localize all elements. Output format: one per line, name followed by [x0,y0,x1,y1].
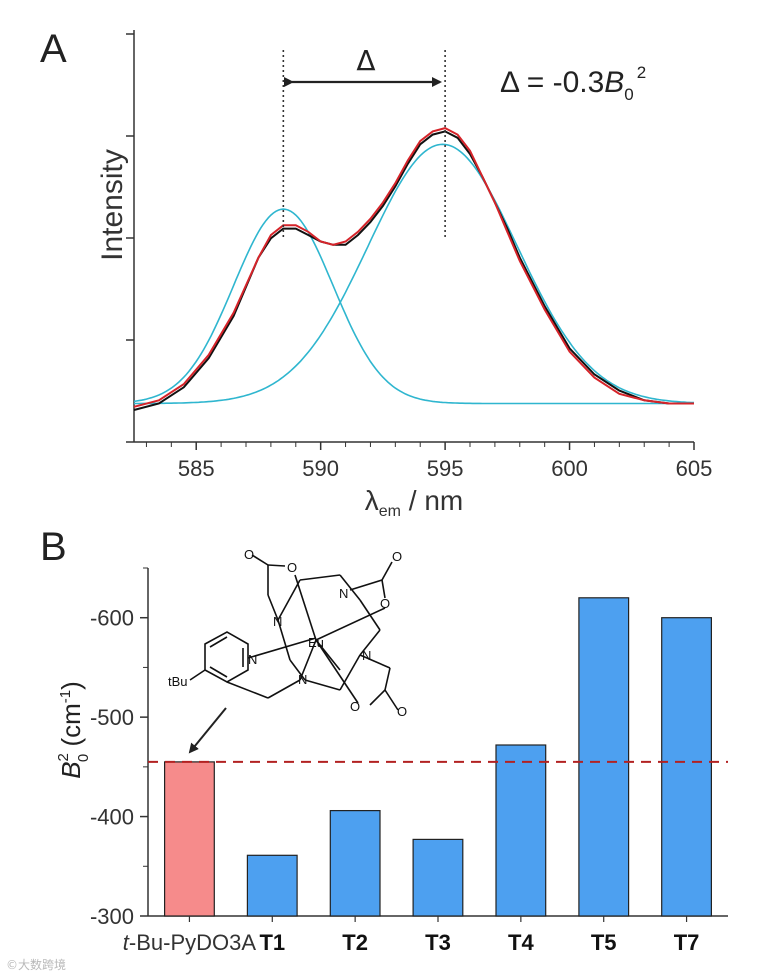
bar-chart: -300 -400 -500 -600 t-Bu-PyDO3A T1 T2 T3 T4 T5 T7… [55,547,728,955]
delta-symbol: Δ [356,44,375,77]
o-label-2: O [244,547,254,562]
x-tick-label-600: 600 [551,456,588,481]
bar-T5 [578,597,630,917]
tbu-label: tBu [168,674,188,689]
bar-T4 [495,744,547,917]
b-y-tick-label: -500 [90,705,134,730]
n-label-4: N [298,672,307,687]
panel-b-label: B [40,525,67,569]
b-y-tick-label: -400 [90,805,134,830]
n-label-2: N [339,586,348,601]
category-label-T1: T1 [259,930,285,955]
bar-T1 [246,854,298,917]
category-label-T4: T4 [508,930,534,955]
x-tick-label-585: 585 [178,456,215,481]
delta-annotation: Δ = -0.3B02 [500,63,646,104]
category-label-T3: T3 [425,930,451,955]
category-label-t-Bu-PyDO3A: t-Bu-PyDO3A [123,930,257,955]
b-y-tick-label: -300 [90,904,134,929]
b-y-tick-label: -600 [90,606,134,631]
n-label-3: N [362,648,371,663]
fit-peak-2 [134,143,695,405]
o-label-6: O [397,704,407,719]
x-tick-label-605: 605 [676,456,713,481]
category-label-T5: T5 [591,930,617,955]
bar-T3 [412,838,464,917]
b-y-axis-title: B2 0 (cm-1) [55,681,92,779]
spectrum-chart: 585 590 595 600 605 Intensity λem / nm Δ Δ =… [96,30,712,520]
fit-peak-1 [133,208,694,405]
n-label-1: N [273,614,282,629]
x-axis-title: λem / nm [365,485,463,520]
bar-T2 [329,809,381,917]
watermark-text: ©大数跨境 [6,958,67,972]
molecule-structure [189,554,399,711]
category-label-T2: T2 [342,930,368,955]
o-label-4: O [380,596,390,611]
category-label-T7: T7 [674,930,700,955]
series-fit-sum [133,127,694,408]
bar-t-Bu-PyDO3A [164,761,215,917]
n-label-pyridine: N [248,652,257,667]
molecule-labels: N Eu N N N N O O O O O O tBu [168,547,407,719]
x-tick-label-595: 595 [427,456,464,481]
o-label-3: O [392,549,402,564]
y-axis-title: Intensity [96,149,129,261]
panel-a-label: A [40,27,67,71]
x-tick-label-590: 590 [302,456,339,481]
eu-label: Eu [308,635,324,650]
o-label-5: O [350,699,360,714]
o-label-1: O [287,560,297,575]
structure-arrow [188,707,227,754]
series-experimental [133,130,694,411]
bar-T7 [661,617,713,917]
